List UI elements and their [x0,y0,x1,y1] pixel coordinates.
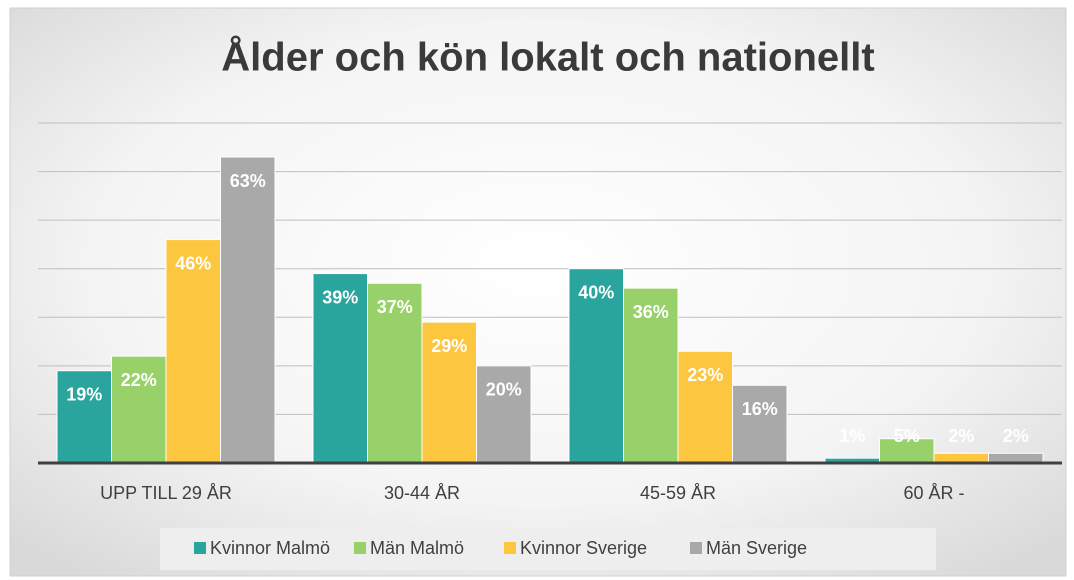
bar [312,273,368,464]
bar [568,268,624,464]
bar [476,365,532,464]
data-label: 29% [431,336,467,356]
data-label: 23% [687,365,723,385]
legend-swatch [504,542,516,554]
legend-label: Män Malmö [370,538,464,558]
data-label: 16% [742,399,778,419]
data-label: 22% [121,370,157,390]
bar [367,282,423,464]
chart-title: Ålder och kön lokalt och nationellt [221,35,874,80]
data-label: 37% [377,297,413,317]
data-label: 19% [66,384,102,404]
bar [421,321,477,464]
data-label: 40% [578,282,614,302]
data-label: 2% [1003,426,1029,446]
bar [623,287,679,464]
data-label: 36% [633,302,669,322]
x-tick-label: 30-44 ÅR [384,483,460,503]
legend-swatch [690,542,702,554]
x-tick-label: 45-59 ÅR [640,483,716,503]
bar [56,370,112,464]
data-label: 20% [486,380,522,400]
data-label: 46% [175,253,211,273]
legend-label: Kvinnor Malmö [210,538,330,558]
data-label: 63% [230,171,266,191]
x-tick-label: 60 ÅR - [903,483,964,503]
bar [677,350,733,464]
data-label: 5% [894,426,920,446]
x-tick-label: UPP TILL 29 ÅR [100,483,232,503]
bar [732,384,788,464]
legend-swatch [354,542,366,554]
legend-box [160,528,936,570]
legend-label: Kvinnor Sverige [520,538,647,558]
bar [220,156,276,464]
data-label: 2% [948,426,974,446]
legend-swatch [194,542,206,554]
bar [879,438,935,464]
data-label: 39% [322,287,358,307]
legend-label: Män Sverige [706,538,807,558]
data-label: 1% [839,426,865,446]
bar [165,239,221,464]
